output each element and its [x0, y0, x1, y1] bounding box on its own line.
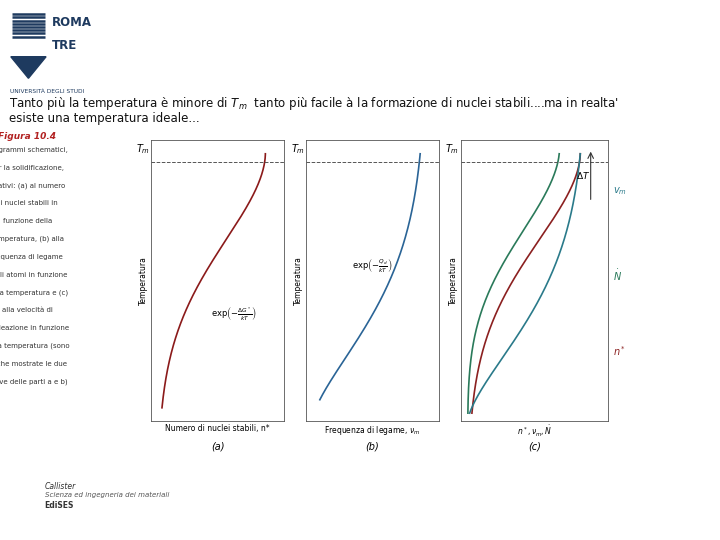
Text: esiste una temperatura ideale...: esiste una temperatura ideale...	[9, 112, 199, 125]
Text: EdiSES: EdiSES	[45, 501, 74, 510]
Text: per la solidificazione,: per la solidificazione,	[0, 165, 64, 171]
Text: frequenza di legame: frequenza di legame	[0, 254, 63, 260]
Text: alla velocità di: alla velocità di	[2, 307, 53, 313]
Text: funzione della: funzione della	[3, 218, 52, 224]
Text: relativi: (a) al numero: relativi: (a) al numero	[0, 183, 66, 189]
Text: $T_m$: $T_m$	[445, 142, 459, 156]
Text: EdiSES: EdiSES	[12, 493, 31, 498]
Polygon shape	[11, 57, 46, 78]
Text: $\exp\!\left(-\frac{\Delta G^*}{kT}\right)$: $\exp\!\left(-\frac{\Delta G^*}{kT}\righ…	[211, 306, 256, 323]
Text: $\Delta T$: $\Delta T$	[576, 170, 590, 181]
Text: Diagrammi schematici,: Diagrammi schematici,	[0, 147, 68, 153]
Text: degli atomi in funzione: degli atomi in funzione	[0, 272, 68, 278]
Text: $\dot{N}$: $\dot{N}$	[613, 268, 622, 283]
Text: anche mostrate le due: anche mostrate le due	[0, 361, 67, 367]
Text: $T_m$: $T_m$	[291, 142, 305, 156]
Text: TRE: TRE	[52, 39, 77, 52]
Text: della temperatura e (c): della temperatura e (c)	[0, 289, 68, 296]
Y-axis label: Temperatura: Temperatura	[140, 256, 148, 305]
Text: nucleazione in funzione: nucleazione in funzione	[0, 325, 69, 331]
X-axis label: $n^*, \nu_m, \dot{N}$: $n^*, \nu_m, \dot{N}$	[517, 424, 552, 440]
Text: Scienza ed ingegneria dei materiali: Scienza ed ingegneria dei materiali	[45, 491, 169, 497]
Text: temperatura, (b) alla: temperatura, (b) alla	[0, 236, 64, 242]
Text: della temperatura (sono: della temperatura (sono	[0, 343, 70, 349]
Text: UNIVERSITÀ DEGLI STUDI: UNIVERSITÀ DEGLI STUDI	[10, 89, 84, 94]
Text: (b): (b)	[366, 441, 379, 451]
Text: Callister: Callister	[45, 482, 76, 491]
X-axis label: Frequenza di legame, $\nu_m$: Frequenza di legame, $\nu_m$	[325, 424, 420, 437]
Text: curve delle parti a e b): curve delle parti a e b)	[0, 379, 67, 385]
Text: (c): (c)	[528, 441, 541, 451]
Text: Figura 10.4: Figura 10.4	[0, 132, 56, 141]
Text: Tanto più la temperatura è minore di $T_m$  tanto più facile à la formazione di : Tanto più la temperatura è minore di $T_…	[9, 94, 618, 111]
Text: ROMA: ROMA	[52, 16, 92, 29]
Y-axis label: Temperatura: Temperatura	[449, 256, 458, 305]
Text: $\exp\!\left(-\frac{Q_d}{kT}\right)$: $\exp\!\left(-\frac{Q_d}{kT}\right)$	[353, 258, 392, 275]
Text: $v_m$: $v_m$	[613, 185, 626, 197]
Text: (a): (a)	[211, 441, 225, 451]
Text: $T_m$: $T_m$	[136, 142, 150, 156]
Text: $n^*$: $n^*$	[613, 344, 626, 358]
Y-axis label: Temperatura: Temperatura	[294, 256, 303, 305]
X-axis label: Numero di nuclei stabili, n*: Numero di nuclei stabili, n*	[166, 424, 270, 433]
Text: di nuclei stabili in: di nuclei stabili in	[0, 200, 58, 206]
